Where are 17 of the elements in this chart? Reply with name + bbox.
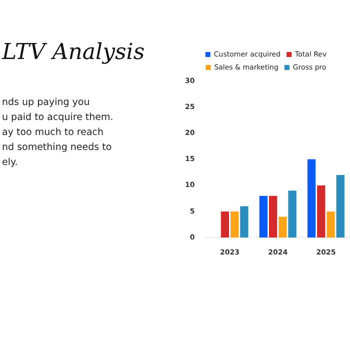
bar [317, 185, 326, 238]
bar [259, 196, 268, 238]
bar [288, 190, 296, 238]
bar [230, 212, 239, 238]
text: u paid to acquire them. [2, 111, 114, 125]
text: nd something needs to [2, 141, 113, 155]
bar [326, 212, 335, 238]
bar [336, 174, 344, 238]
bar [268, 196, 278, 238]
bar [307, 159, 316, 238]
bar [240, 206, 248, 238]
text: ay too much to reach [2, 126, 105, 140]
chart-title: LTV Analysis [2, 40, 145, 65]
bar [220, 212, 230, 238]
bar [278, 216, 287, 238]
text: nds up paying you [2, 96, 91, 110]
text: ely. [2, 156, 19, 170]
